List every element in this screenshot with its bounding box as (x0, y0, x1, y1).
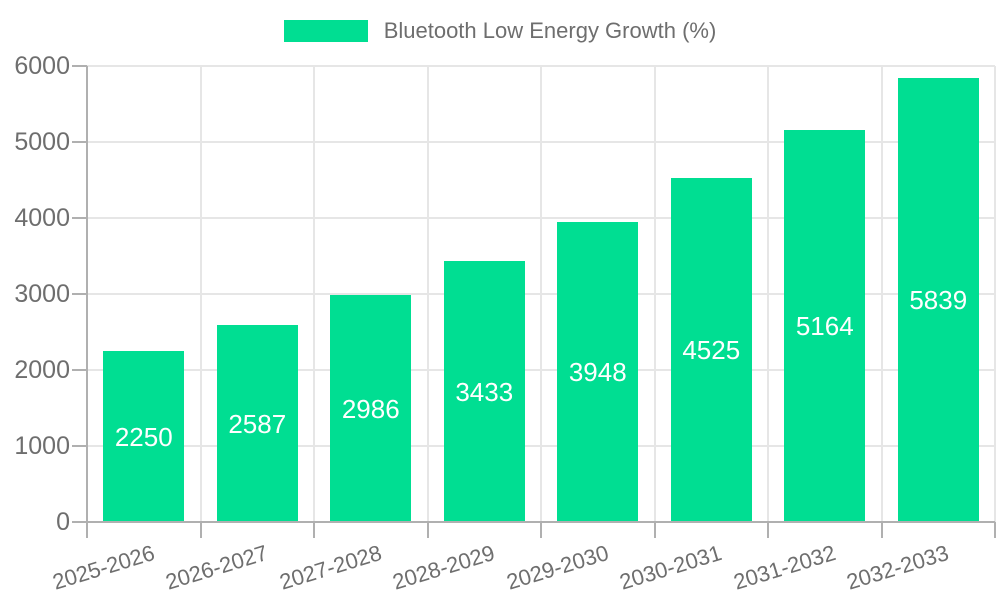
x-axis-line (72, 521, 995, 523)
v-gridline (994, 66, 996, 522)
x-axis-tick (86, 522, 88, 538)
bar[interactable] (103, 351, 185, 522)
y-axis-tick-label: 1000 (14, 432, 70, 460)
bar[interactable] (897, 78, 979, 522)
bar[interactable] (330, 295, 412, 522)
x-axis-category-label: 2027-2028 (276, 540, 385, 595)
y-axis-tick-label: 4000 (14, 204, 70, 232)
y-axis-tick (72, 293, 87, 295)
legend-swatch-icon (283, 20, 368, 42)
bar[interactable] (670, 178, 752, 522)
bar[interactable] (557, 221, 639, 522)
v-gridline (426, 66, 429, 522)
legend[interactable]: Bluetooth Low Energy Growth (%) (0, 18, 1000, 44)
y-axis-tick-label: 6000 (14, 52, 70, 80)
x-axis-tick (313, 522, 315, 538)
x-axis-category-label: 2029-2030 (503, 540, 612, 595)
bar-value-label: 5164 (795, 310, 854, 341)
y-axis-tick-label: 0 (56, 508, 70, 536)
v-gridline (199, 66, 202, 522)
bar[interactable] (784, 129, 866, 522)
v-gridline (313, 66, 315, 522)
bar[interactable] (216, 325, 298, 522)
bar-value-label: 2986 (341, 393, 400, 424)
x-axis-tick (199, 522, 202, 538)
x-axis-tick (426, 522, 429, 538)
bar-value-label: 3433 (455, 376, 514, 407)
y-axis-tick (72, 65, 87, 67)
v-gridline (653, 66, 656, 522)
v-gridline (767, 66, 769, 522)
v-gridline (540, 66, 542, 522)
v-gridline (880, 66, 883, 522)
x-axis-tick (653, 522, 656, 538)
y-axis-tick (72, 217, 87, 219)
bar-value-label: 3948 (568, 356, 627, 387)
x-axis-tick (880, 522, 883, 538)
x-axis-tick (540, 522, 542, 538)
bar-value-label: 5839 (909, 285, 968, 316)
y-axis-tick (72, 445, 87, 447)
bar[interactable] (443, 261, 525, 522)
x-axis-category-label: 2025-2026 (49, 540, 158, 595)
y-axis-tick-label: 3000 (14, 280, 70, 308)
x-axis-category-label: 2030-2031 (616, 540, 725, 595)
x-axis-category-label: 2032-2033 (843, 540, 952, 595)
x-axis-category-label: 2026-2027 (162, 540, 271, 595)
x-axis-tick (767, 522, 769, 538)
x-axis-category-label: 2031-2032 (730, 540, 839, 595)
y-axis-tick-label: 5000 (14, 128, 70, 156)
legend-label: Bluetooth Low Energy Growth (%) (383, 18, 717, 43)
bar-value-label: 4525 (682, 335, 741, 366)
y-axis-line (86, 66, 88, 522)
y-axis-tick-label: 2000 (14, 356, 70, 384)
y-axis-tick (72, 369, 87, 371)
x-axis-category-label: 2028-2029 (389, 540, 498, 595)
y-axis-tick (72, 141, 87, 143)
bar-value-label: 2587 (228, 408, 287, 439)
bar-value-label: 2250 (114, 421, 173, 452)
x-axis-tick (994, 522, 996, 538)
